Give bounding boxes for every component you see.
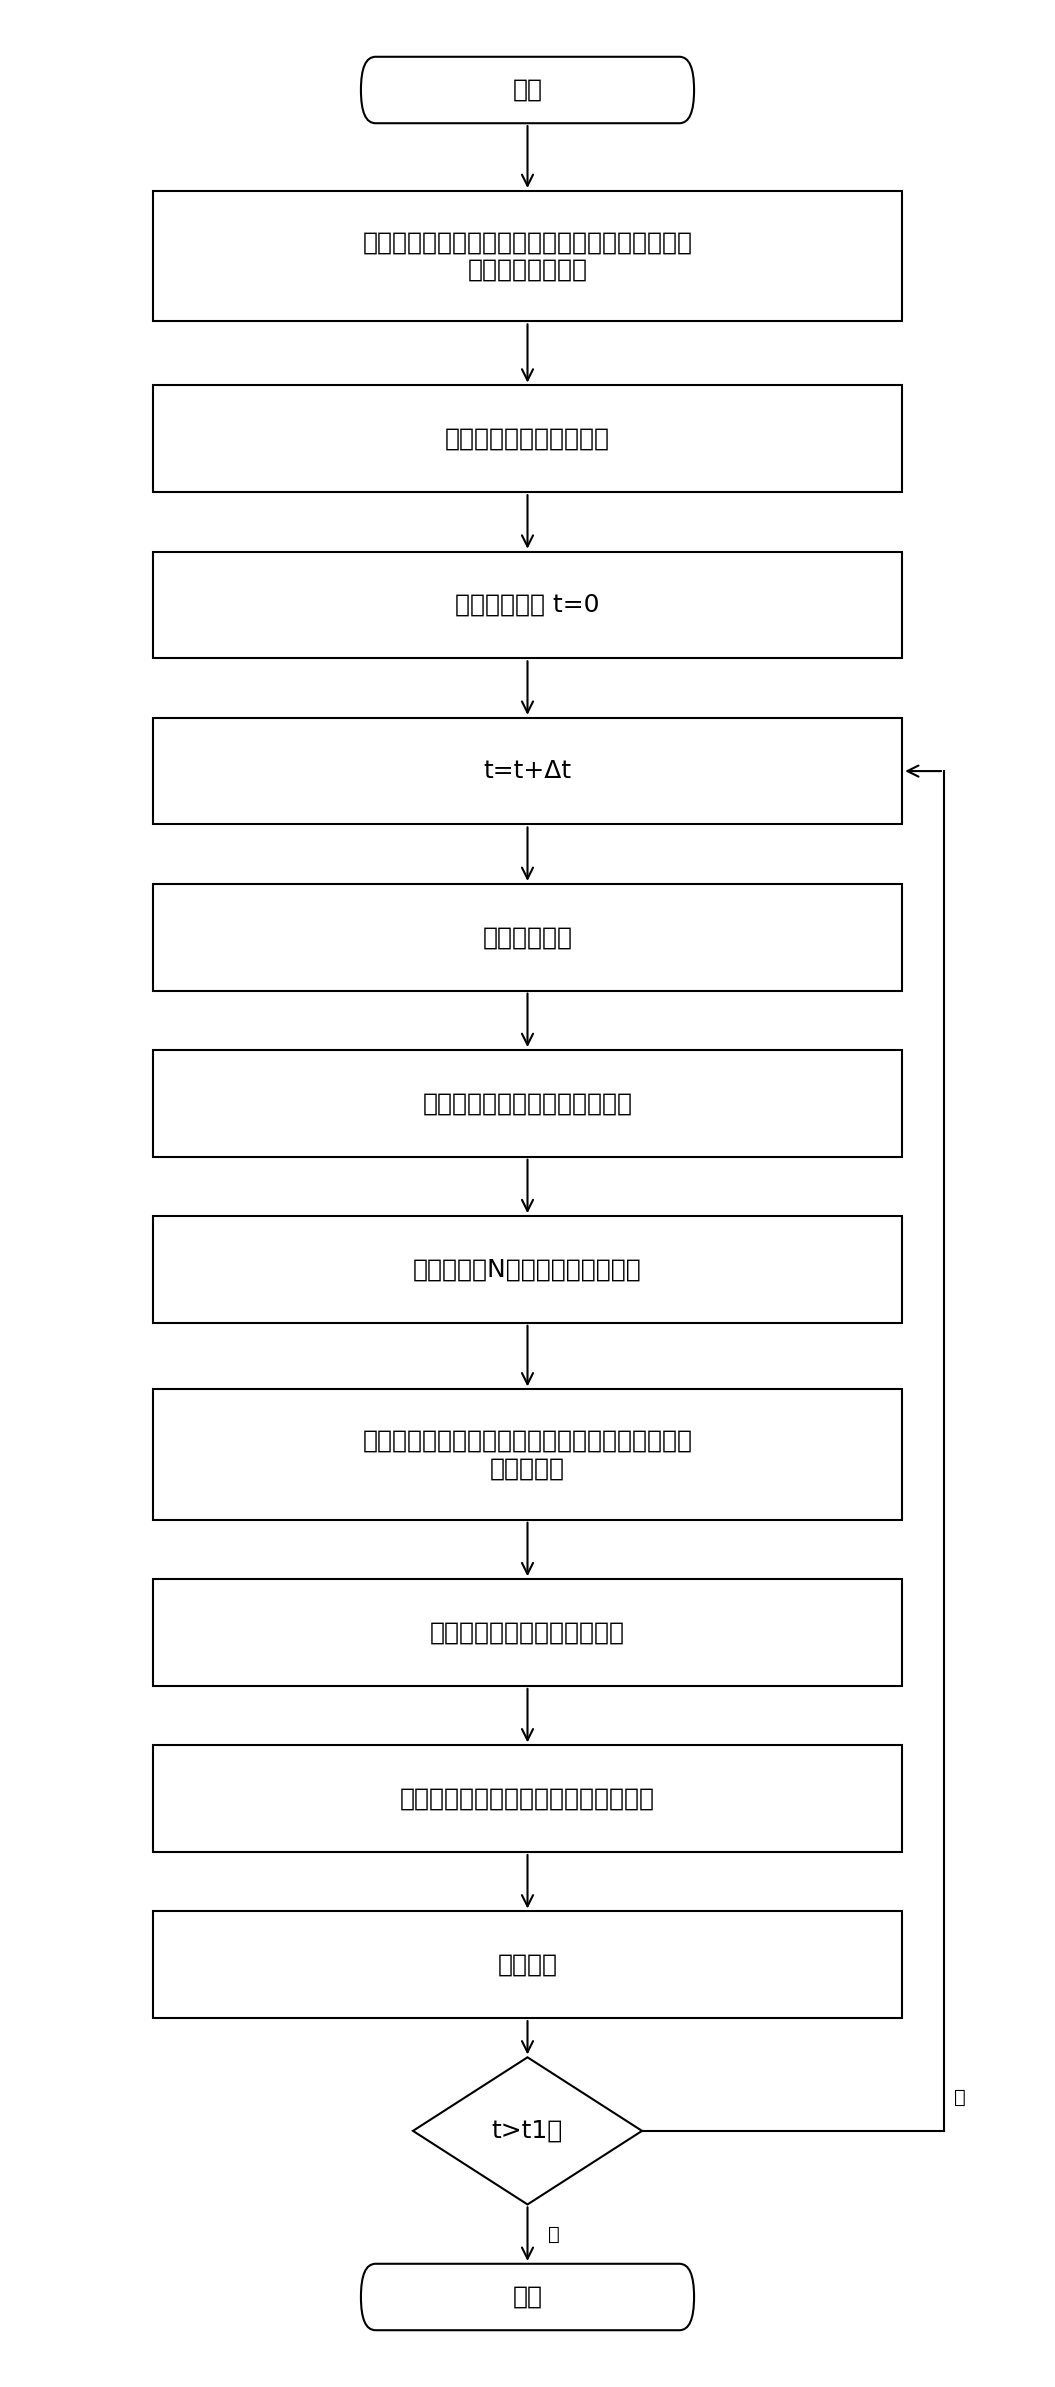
FancyBboxPatch shape: [153, 1912, 902, 2017]
Text: 输入感应加热参数，热物性参数，电磁物理性能参
数和单元划分信息: 输入感应加热参数，热物性参数，电磁物理性能参 数和单元划分信息: [363, 229, 692, 282]
Text: 开始加热时间 t=0: 开始加热时间 t=0: [456, 592, 599, 616]
Text: 时间增加: 时间增加: [498, 1953, 557, 1976]
Text: t>t1？: t>t1？: [492, 2120, 563, 2144]
Text: 计算集肤深度，划分网格: 计算集肤深度，划分网格: [445, 427, 610, 451]
Text: 开始: 开始: [513, 79, 542, 103]
FancyBboxPatch shape: [361, 2263, 694, 2330]
FancyBboxPatch shape: [153, 1745, 902, 1852]
Text: t=t+Δt: t=t+Δt: [483, 759, 572, 783]
FancyBboxPatch shape: [153, 1050, 902, 1158]
FancyBboxPatch shape: [153, 191, 902, 322]
FancyBboxPatch shape: [153, 718, 902, 824]
Text: 结束: 结束: [513, 2284, 542, 2308]
FancyBboxPatch shape: [153, 1580, 902, 1685]
FancyBboxPatch shape: [153, 384, 902, 492]
FancyBboxPatch shape: [153, 1389, 902, 1521]
Polygon shape: [413, 2058, 642, 2206]
Text: 计算形函数N和有限元的基本矩阵: 计算形函数N和有限元的基本矩阵: [414, 1258, 641, 1282]
Text: 利用内热源模型求解内热源强度: 利用内热源模型求解内热源强度: [422, 1091, 633, 1115]
FancyBboxPatch shape: [361, 57, 694, 124]
FancyBboxPatch shape: [153, 551, 902, 659]
FancyBboxPatch shape: [153, 1215, 902, 1322]
Text: 否: 否: [955, 2089, 966, 2108]
Text: 组装刚度矩阵和变温矩阵，形成感应加热瞬态温度
场求解方程: 组装刚度矩阵和变温矩阵，形成感应加热瞬态温度 场求解方程: [363, 1430, 692, 1480]
Text: 是: 是: [549, 2225, 560, 2244]
FancyBboxPatch shape: [153, 883, 902, 991]
Text: 采用向后差分形成线性方程组: 采用向后差分形成线性方程组: [430, 1621, 625, 1645]
Text: 确定换热系数: 确定换热系数: [482, 926, 573, 950]
Text: 利用一维变带宽存储法求解线性方程组: 利用一维变带宽存储法求解线性方程组: [400, 1785, 655, 1812]
